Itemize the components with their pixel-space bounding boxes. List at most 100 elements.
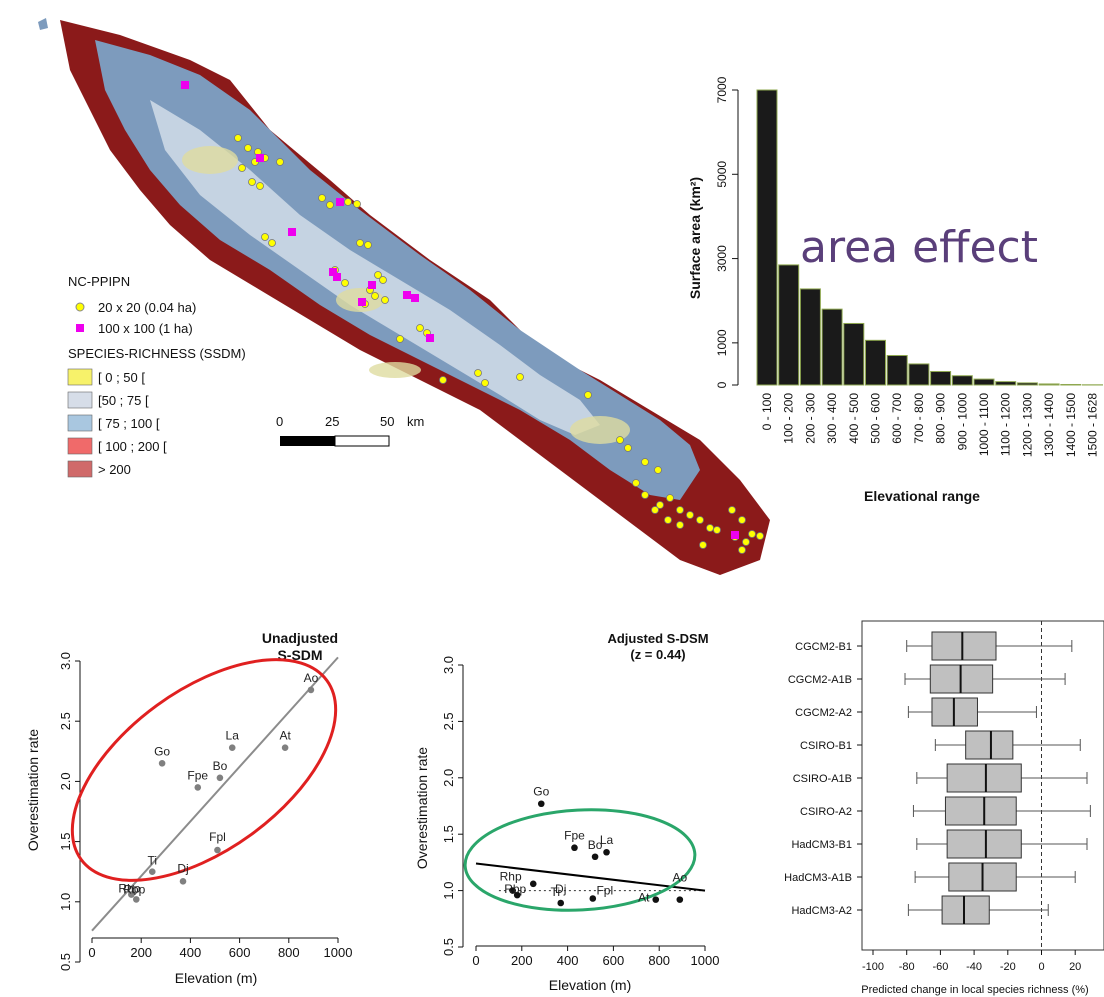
bar-category-label: 1200 - 1300	[1020, 393, 1034, 457]
box-x-tick-label: -40	[966, 961, 982, 973]
scatter-mid-title: Adjusted S-DSM	[607, 631, 708, 646]
box	[965, 730, 1014, 760]
scatter-x-tick-label: 800	[648, 953, 670, 968]
data-point-label: Bo	[588, 838, 603, 852]
scatter-y-tick-label: 2.5	[441, 712, 456, 730]
data-point-label: At	[279, 729, 291, 743]
trend-line	[475, 862, 706, 892]
small-plot-marker	[516, 373, 524, 381]
unadjusted-scatter: Unadjusted S-SDM Elevation (m) Overestim…	[25, 630, 352, 986]
small-plot-marker	[341, 279, 349, 287]
large-plot-marker	[288, 228, 296, 236]
small-plot-marker	[641, 458, 649, 466]
bar-chart-ylabel: Surface area (km²)	[687, 177, 703, 299]
small-plot-marker	[756, 532, 764, 540]
scatter-x-tick-label: 0	[472, 953, 479, 968]
surface-area-bar-chart: Surface area (km²) Elevational range 0 10…	[687, 76, 1103, 504]
data-point-label: Ao	[304, 671, 319, 685]
bar	[799, 288, 821, 386]
small-plot-marker	[696, 516, 704, 524]
box	[931, 631, 997, 661]
data-point	[281, 744, 289, 751]
scatter-mid-ylabel: Overestimation rate	[414, 747, 430, 869]
scatter-x-tick-label: 600	[603, 953, 625, 968]
small-plot-marker	[651, 506, 659, 514]
box-x-tick-label: 0	[1038, 961, 1044, 973]
small-plot-marker	[584, 391, 592, 399]
bar-category-label: 800 - 900	[934, 393, 948, 444]
small-plot-marker	[641, 491, 649, 499]
scatter-x-tick-label: 1000	[691, 953, 720, 968]
data-point-label: Go	[533, 785, 549, 799]
bar-category-label: 1500 - 1628	[1086, 393, 1100, 457]
scatter-left-ylabel: Overestimation rate	[25, 729, 41, 851]
large-plot-marker	[336, 198, 344, 206]
bar	[973, 378, 995, 386]
data-point-label: Rhp	[500, 870, 522, 884]
small-plot-marker	[268, 239, 276, 247]
small-plot-marker	[379, 276, 387, 284]
scalebar-tick-label: 0	[276, 414, 283, 429]
box-x-tick-label: -80	[899, 961, 915, 973]
legend-richness-swatch	[67, 391, 93, 409]
small-plot-marker	[326, 201, 334, 209]
small-plot-marker	[481, 379, 489, 387]
data-point	[214, 846, 221, 854]
small-plot-marker	[261, 233, 269, 241]
small-plot-marker	[664, 516, 672, 524]
scatter-y-tick-label: 1.0	[441, 882, 456, 900]
box-category-label: CGCM2-A2	[795, 707, 852, 719]
box-category-label: HadCM3-A2	[791, 905, 852, 917]
small-plot-marker	[742, 538, 750, 546]
box-category-label: CSIRO-B1	[800, 740, 852, 752]
area-effect-annotation: area effect	[800, 222, 1038, 273]
scatter-mid-subtitle: (z = 0.44)	[630, 647, 685, 662]
scatter-x-tick-label: 600	[229, 945, 251, 960]
small-plot-marker	[318, 194, 326, 202]
bar-category-label: 1400 - 1500	[1064, 393, 1078, 457]
box	[946, 763, 1022, 793]
data-point	[132, 896, 140, 903]
legend-richness-swatch	[67, 368, 93, 386]
bar	[995, 381, 1017, 386]
small-plot-marker	[371, 292, 379, 300]
scatter-x-tick-label: 200	[130, 945, 152, 960]
small-plot-marker	[686, 511, 694, 519]
scatter-y-tick-label: 2.5	[58, 712, 73, 730]
small-plot-marker	[748, 530, 756, 538]
bar-category-label: 1000 - 1100	[977, 393, 991, 456]
legend-plots-title: NC-PPIPN	[68, 274, 130, 289]
data-point-label: Ti	[550, 885, 560, 899]
bar	[951, 375, 973, 386]
small-plot-marker	[234, 134, 242, 142]
scatter-y-tick-label: 0.5	[58, 953, 73, 971]
highlight-ellipse	[70, 658, 338, 882]
small-plot-marker	[416, 324, 424, 332]
box-x-tick-label: -20	[1000, 961, 1016, 973]
bar-category-label: 900 - 1000	[955, 393, 969, 451]
data-point	[158, 760, 166, 767]
data-point	[557, 899, 565, 907]
small-plot-marker	[632, 479, 640, 487]
data-point	[603, 848, 610, 856]
bar-y-tick-label: 5000	[715, 161, 729, 188]
small-plot-marker	[248, 178, 256, 186]
data-point-label: Fpl	[209, 830, 226, 844]
small-plot-marker	[676, 506, 684, 514]
bar-category-label: 1300 - 1400	[1042, 393, 1056, 457]
bar-y-tick-label: 0	[715, 381, 729, 388]
data-point-label: La	[226, 729, 240, 743]
plot-markers	[181, 81, 764, 554]
legend-large-plot-label: 100 x 100 (1 ha)	[98, 321, 193, 336]
data-point	[307, 686, 315, 694]
legend-richness-swatch	[67, 437, 93, 455]
data-point	[228, 744, 236, 751]
small-plot-marker	[276, 158, 284, 166]
data-point	[216, 774, 224, 782]
box	[946, 829, 1022, 859]
data-point-label: Go	[154, 744, 170, 758]
bar-category-label: 500 - 600	[869, 393, 883, 444]
scatter-x-tick-label: 400	[180, 945, 202, 960]
adjusted-scatter: Adjusted S-DSM (z = 0.44) Elevation (m) …	[414, 631, 719, 993]
scatter-y-tick-label: 1.5	[58, 833, 73, 851]
